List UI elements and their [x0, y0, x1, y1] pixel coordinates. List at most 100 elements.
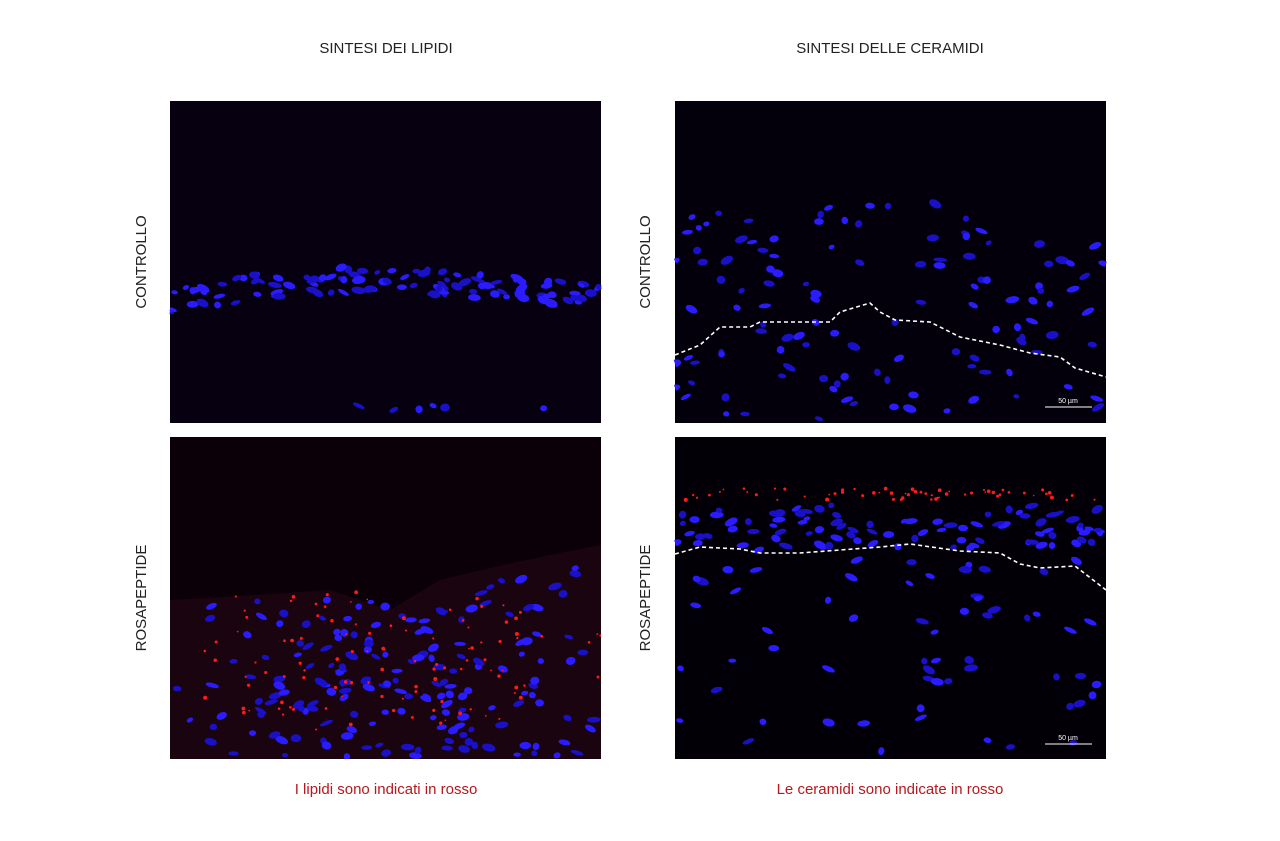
red-signal	[316, 614, 320, 618]
red-signal	[498, 717, 501, 720]
nucleus	[306, 705, 319, 712]
red-signal	[345, 633, 347, 636]
red-signal	[280, 700, 284, 705]
nucleus	[866, 520, 874, 529]
nucleus	[436, 692, 446, 700]
nucleus	[865, 202, 875, 209]
red-signal	[924, 492, 928, 495]
nucleus	[515, 574, 528, 584]
nucleus	[363, 639, 374, 648]
nucleus	[528, 692, 536, 699]
red-signal	[414, 684, 418, 689]
red-signal	[490, 669, 493, 672]
nucleus	[400, 743, 415, 751]
nucleus	[471, 741, 479, 750]
nucleus	[793, 331, 805, 340]
nucleus	[362, 286, 377, 293]
red-signal	[214, 640, 218, 644]
red-signal	[986, 489, 991, 494]
nucleus	[213, 293, 226, 299]
nucleus	[968, 395, 980, 404]
nucleus	[1053, 673, 1060, 681]
nucleus	[283, 281, 296, 290]
nucleus	[1070, 556, 1082, 565]
red-signal	[891, 497, 896, 501]
red-signal	[913, 490, 918, 494]
micrograph	[675, 437, 1106, 759]
nucleus	[1091, 505, 1103, 514]
red-signal	[401, 616, 406, 621]
nucleus	[530, 676, 540, 685]
nucleus	[962, 232, 970, 241]
nucleus	[1063, 384, 1073, 390]
nucleus	[1077, 522, 1084, 528]
nucleus	[925, 573, 935, 579]
nucleus	[964, 656, 974, 664]
red-signal	[281, 713, 285, 716]
red-signal	[333, 685, 338, 690]
nucleus	[254, 697, 263, 705]
nucleus	[921, 657, 928, 665]
red-signal	[1032, 494, 1035, 497]
nucleus	[239, 274, 248, 282]
row-label: ROSAPEPTIDE	[637, 545, 654, 652]
red-signal	[350, 649, 354, 654]
nucleus	[847, 342, 861, 351]
red-signal	[392, 708, 396, 713]
nucleus	[273, 675, 286, 683]
nucleus	[779, 542, 793, 550]
nucleus	[443, 277, 451, 283]
nucleus	[453, 722, 466, 730]
nucleus	[978, 565, 991, 573]
red-signal	[783, 487, 787, 491]
nucleus	[735, 235, 748, 244]
nucleus	[1093, 527, 1102, 533]
nucleus	[367, 599, 375, 605]
nucleus	[558, 739, 571, 746]
red-signal	[282, 675, 286, 678]
nucleus	[970, 283, 979, 290]
nucleus	[276, 620, 284, 628]
nucleus	[314, 677, 328, 687]
red-signal	[483, 658, 487, 662]
nucleus	[255, 612, 267, 621]
nucleus	[693, 246, 702, 255]
nucleus	[318, 274, 327, 282]
column-title: SINTESI DELLE CERAMIDI	[796, 40, 984, 57]
nucleus	[513, 752, 521, 757]
nucleus	[878, 747, 885, 756]
red-signal	[982, 488, 985, 491]
red-signal	[470, 646, 474, 650]
nucleus	[814, 504, 825, 513]
nucleus	[1046, 300, 1054, 308]
red-signal	[773, 487, 777, 490]
red-signal	[302, 676, 306, 680]
red-signal	[502, 604, 505, 607]
red-signal	[514, 685, 519, 690]
nucleus	[1037, 288, 1045, 294]
nucleus	[412, 268, 420, 274]
nucleus	[327, 289, 335, 296]
red-signal	[241, 710, 246, 715]
nucleus	[570, 749, 584, 756]
nucleus	[690, 360, 700, 365]
red-signal	[596, 633, 599, 636]
nucleus	[418, 618, 431, 624]
nucleus	[206, 602, 217, 610]
nucleus	[305, 663, 315, 670]
nucleus	[791, 505, 802, 512]
red-signal	[1022, 491, 1026, 495]
nucleus	[268, 692, 282, 700]
nucleus	[521, 637, 533, 646]
nucleus	[441, 745, 453, 751]
red-signal	[413, 659, 417, 663]
nucleus	[1043, 260, 1054, 268]
nucleus	[375, 742, 384, 748]
nucleus	[186, 300, 199, 308]
nucleus	[488, 705, 496, 711]
red-signal	[343, 680, 348, 684]
nucleus	[922, 665, 935, 675]
nucleus	[932, 518, 944, 525]
nucleus	[847, 526, 859, 534]
nucleus	[518, 651, 525, 657]
